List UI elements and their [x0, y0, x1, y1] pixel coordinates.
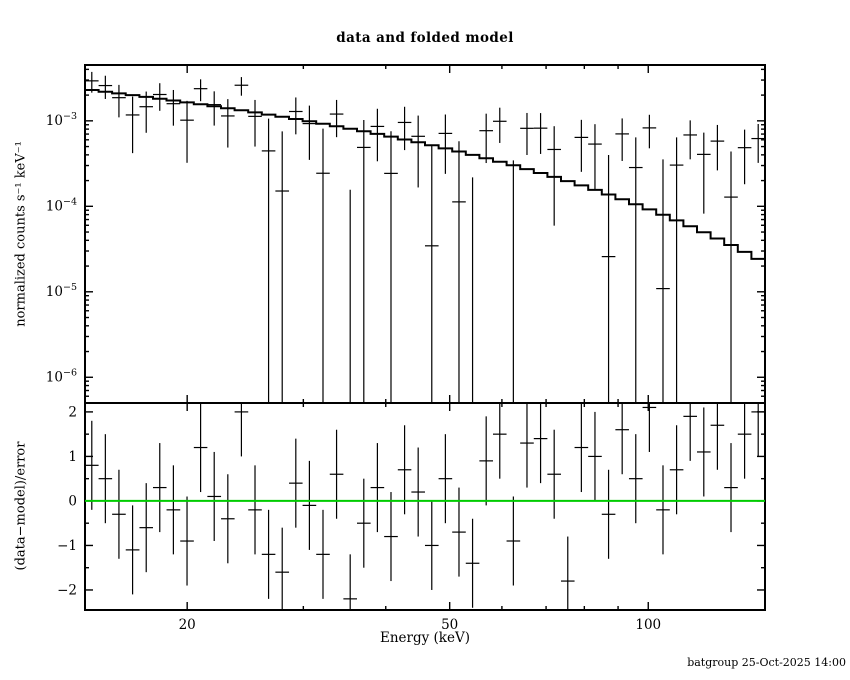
plot-footer-timestamp: batgroup 25-Oct-2025 14:00	[687, 656, 846, 669]
x-tick-label: 50	[441, 617, 458, 633]
x-axis-label: Energy (keV)	[379, 630, 470, 646]
x-tick-label: 100	[635, 617, 661, 633]
x-tick-label: 20	[179, 617, 196, 633]
bottom-panel-frame	[84, 402, 766, 611]
residual-tick-label: 1	[68, 449, 77, 465]
data-points	[85, 71, 765, 403]
axis-tick-labels: 20 50 100 10−3 10−4 10−5 10−6 2 1 0 −1 −2	[46, 111, 661, 633]
residual-tick-label: −1	[57, 538, 77, 554]
y-tick-label: 10−6	[46, 367, 77, 385]
plot-title: data and folded model	[336, 30, 514, 46]
model-histogram	[85, 89, 765, 260]
residual-points	[85, 403, 765, 610]
y-tick-label: 10−4	[46, 196, 77, 214]
residual-tick-label: 0	[68, 493, 77, 509]
y-tick-label: 10−3	[46, 111, 77, 129]
y-tick-label: 10−5	[46, 282, 77, 300]
residual-tick-label: −2	[57, 582, 77, 598]
residual-tick-label: 2	[68, 404, 77, 420]
